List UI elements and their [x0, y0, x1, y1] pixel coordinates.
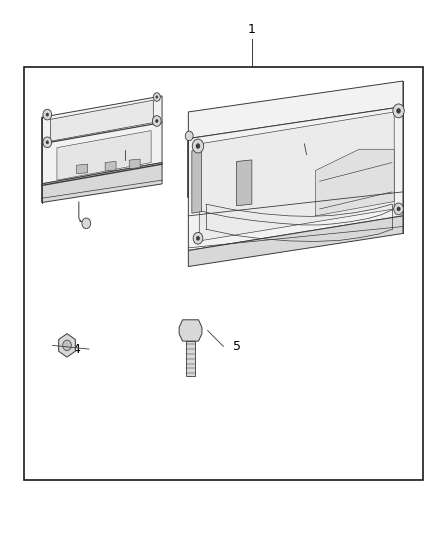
- Polygon shape: [77, 164, 88, 174]
- Polygon shape: [59, 334, 75, 357]
- Circle shape: [196, 236, 200, 240]
- Circle shape: [46, 113, 49, 116]
- Circle shape: [394, 203, 403, 215]
- Bar: [24, 67, 423, 480]
- Polygon shape: [179, 320, 202, 341]
- Circle shape: [155, 119, 158, 123]
- Polygon shape: [192, 149, 201, 213]
- Circle shape: [193, 232, 203, 244]
- Polygon shape: [188, 107, 403, 251]
- Text: 2: 2: [108, 154, 116, 166]
- Polygon shape: [105, 161, 116, 171]
- Text: 4: 4: [73, 343, 81, 356]
- Circle shape: [153, 93, 160, 101]
- Circle shape: [63, 340, 71, 351]
- Circle shape: [192, 139, 204, 153]
- Polygon shape: [42, 96, 162, 144]
- Polygon shape: [50, 100, 153, 141]
- Circle shape: [82, 218, 91, 229]
- Circle shape: [46, 141, 49, 144]
- Circle shape: [152, 116, 161, 126]
- Circle shape: [396, 108, 401, 114]
- Circle shape: [43, 137, 52, 148]
- Polygon shape: [129, 159, 140, 168]
- Polygon shape: [188, 81, 403, 139]
- Polygon shape: [199, 112, 394, 241]
- Polygon shape: [188, 216, 403, 266]
- Text: 5: 5: [233, 340, 240, 353]
- Text: 1: 1: [248, 23, 256, 36]
- Polygon shape: [57, 131, 151, 180]
- Circle shape: [156, 96, 158, 98]
- Circle shape: [196, 143, 200, 149]
- Circle shape: [185, 131, 193, 141]
- Text: 3: 3: [318, 148, 326, 161]
- Circle shape: [43, 109, 52, 120]
- Polygon shape: [186, 341, 195, 376]
- Polygon shape: [315, 149, 394, 216]
- Polygon shape: [42, 123, 162, 184]
- Circle shape: [393, 104, 404, 118]
- Polygon shape: [42, 163, 162, 203]
- Circle shape: [397, 207, 400, 211]
- Polygon shape: [237, 160, 252, 206]
